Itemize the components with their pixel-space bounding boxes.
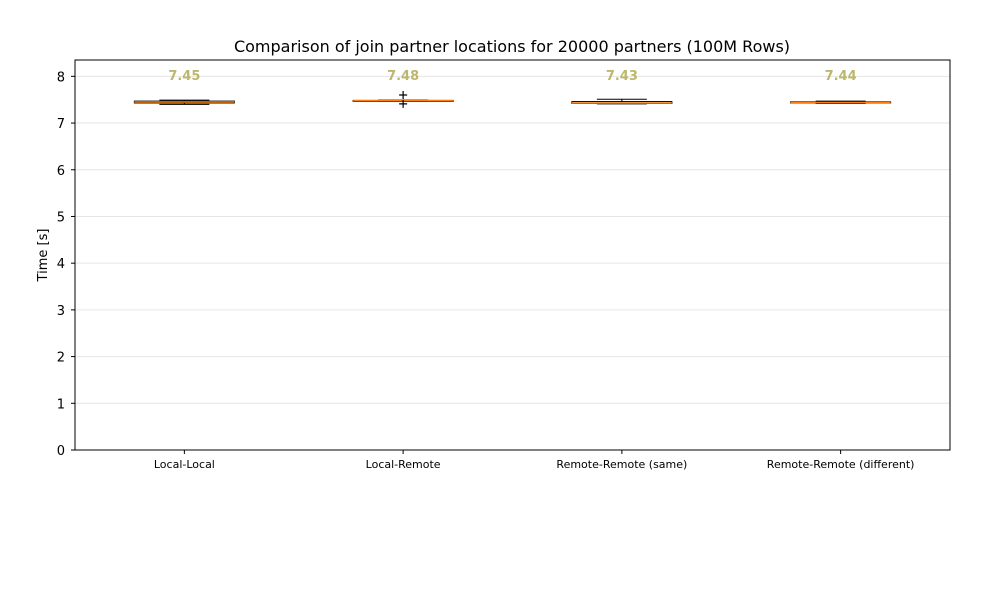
median-value-label: 7.45 <box>168 69 200 84</box>
box-4: 7.44 <box>790 69 892 104</box>
x-tick-label: Remote-Remote (same) <box>556 458 687 471</box>
y-tick-label: 6 <box>57 164 65 179</box>
y-tick-label: 8 <box>57 70 65 85</box>
y-tick-label: 0 <box>57 444 65 459</box>
y-axis: 0 1 2 3 4 5 6 7 8 <box>57 70 75 459</box>
y-tick-label: 7 <box>57 117 65 132</box>
y-tick-label: 4 <box>57 257 65 272</box>
median-value-label: 7.48 <box>387 69 419 84</box>
chart-title: Comparison of join partner locations for… <box>234 37 790 56</box>
x-tick-label: Local-Remote <box>366 458 441 471</box>
median-value-label: 7.43 <box>606 69 638 84</box>
flier-marker <box>399 91 408 100</box>
y-tick-label: 1 <box>57 397 65 412</box>
box-1: 7.45 <box>133 69 235 105</box>
x-tick-label: Remote-Remote (different) <box>767 458 915 471</box>
y-tick-label: 3 <box>57 304 65 319</box>
median-value-label: 7.44 <box>825 69 857 84</box>
y-tick-label: 5 <box>57 210 65 225</box>
box-3: 7.43 <box>571 69 673 105</box>
x-axis: Local-Local Local-Remote Remote-Remote (sa… <box>154 450 915 471</box>
x-tick-label: Local-Local <box>154 458 215 471</box>
y-tick-label: 2 <box>57 351 65 366</box>
flier-marker <box>399 99 408 108</box>
plot-area-frame <box>74 59 951 451</box>
box-2: 7.48 <box>352 69 454 108</box>
grid-lines <box>75 75 950 451</box>
y-axis-label: Time [s] <box>36 229 51 283</box>
plot-marks: 7.45 7.48 7.43 7.44 <box>133 69 892 108</box>
